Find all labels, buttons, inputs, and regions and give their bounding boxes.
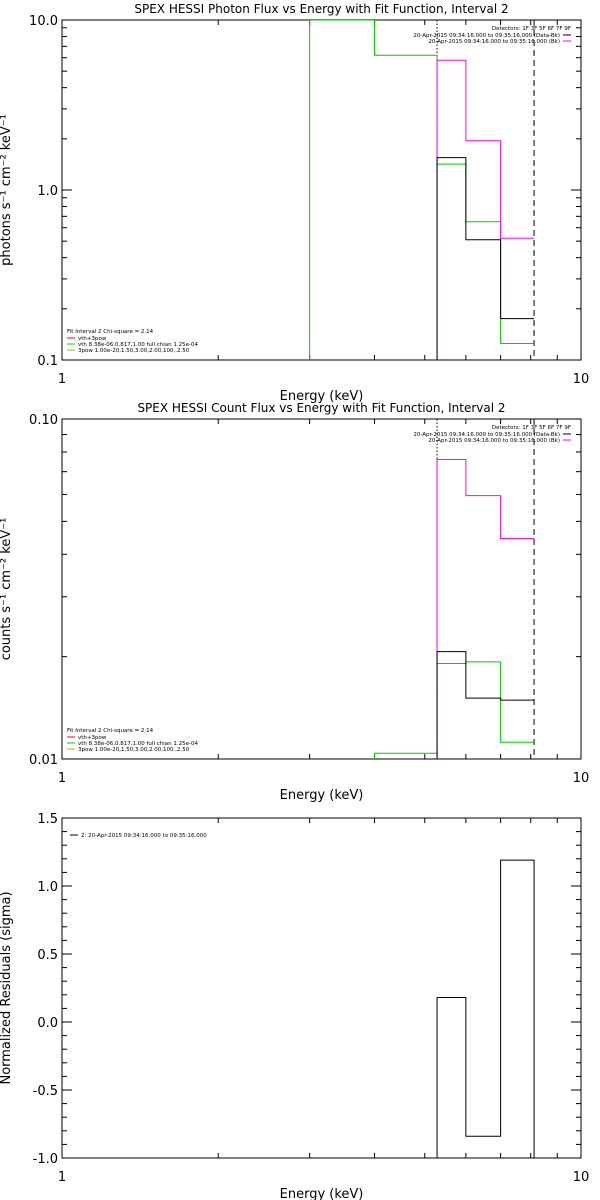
legend-legend_right: Detectors: 1F 3F 5F 6F 7F 9F20-Apr-2015 … (413, 425, 571, 444)
legend-entry: vth+3pow (78, 336, 107, 342)
legend-legend_left_top: 2: 20-Apr-2015 09:34:16.000 to 09:35:16.… (70, 833, 207, 839)
x-tick-label: 10 (573, 1170, 590, 1185)
minor-ticks (62, 419, 581, 759)
series-line-3 (436, 157, 535, 360)
legend-entry: vth 8.38e-06,0.817,1.00 full chian 1.25e… (78, 342, 198, 348)
legend-entry: 20-Apr-2015 09:34:16.000 to 09:35:16.000… (428, 438, 560, 444)
legend-header: Fit Interval 2 Chi-square = 2.14 (67, 329, 154, 335)
chart-title: SPEX HESSI Count Flux vs Energy with Fit… (137, 401, 505, 415)
y-tick-label: 0.10 (29, 413, 58, 428)
legend-entry: vth 8.38e-06,0.817,1.00 full chian 1.25e… (78, 741, 198, 747)
x-tick-label: 1 (58, 771, 66, 786)
y-tick-label: 0.01 (29, 753, 58, 768)
y-tick-label: 1.0 (37, 184, 58, 199)
chart-panel-2: 1 10 0.01 0.10 SPEX HESSI Count Flux vs Ener… (0, 401, 589, 803)
legend-entry: 3pow 1.00e-20,1.50,3.00,2.00,100.,2.50 (78, 747, 190, 753)
series-line-1 (373, 661, 535, 759)
x-axis-label: Energy (keV) (280, 389, 364, 404)
x-tick-label: 1 (58, 1170, 66, 1185)
legend-legend_left: Fit Interval 2 Chi-square = 2.14vth+3pow… (67, 329, 198, 354)
y-tick-label: -1.0 (33, 1152, 58, 1167)
y-tick-label: 1.0 (37, 880, 58, 895)
plot-frame (61, 418, 582, 760)
data-area (373, 419, 535, 759)
y-axis-label: photons s⁻¹ cm⁻² keV⁻¹ (0, 114, 14, 266)
series-line-2 (436, 459, 535, 759)
legend-entry: 20-Apr-2015 09:34:16.000 to 09:35:16.000… (413, 432, 560, 438)
chart-panel-3: 1 10 -1.0 -0.5 0.0 0.5 1.0 1.5 Energy (keV) Norma… (0, 812, 589, 1200)
chart-title: SPEX HESSI Photon Flux vs Energy with Fi… (134, 2, 508, 16)
legend-legend_left: Fit Interval 2 Chi-square = 2.14vth+3pow… (67, 728, 198, 753)
minor-ticks (62, 817, 581, 1159)
series-line-2 (436, 59, 535, 360)
plot-frame (61, 817, 582, 1159)
y-tick-label: 1.5 (37, 812, 58, 827)
x-tick-label: 10 (573, 372, 590, 387)
y-axis-label: counts s⁻¹ cm⁻² keV⁻¹ (0, 518, 14, 661)
legend-entry: 2: 20-Apr-2015 09:34:16.000 to 09:35:16.… (81, 833, 207, 839)
legend-entry: 3pow 1.00e-20,1.50,3.00,2.00,100.,2.50 (78, 348, 190, 354)
x-axis-label: Energy (keV) (280, 1187, 364, 1200)
y-tick-label: 10.0 (29, 14, 58, 29)
legend-header: Fit Interval 2 Chi-square = 2.14 (67, 728, 154, 734)
legend-entry: 20-Apr-2015 09:34:16.000 to 09:35:16.000… (428, 39, 560, 45)
plot-frame (61, 19, 582, 361)
y-tick-label: 0.0 (37, 1016, 58, 1031)
y-axis-label: Normalized Residuals (sigma) (0, 891, 14, 1084)
x-tick-label: 1 (58, 372, 66, 387)
data-area (436, 859, 535, 1158)
legend-header: Detectors: 1F 3F 5F 6F 7F 9F (492, 425, 571, 431)
series-line-1 (436, 859, 535, 1158)
series-line-3 (436, 651, 535, 759)
chart-panel-1: 1 10 0.1 1.0 10.0 SPEX HESSI Photon Flux vs E… (0, 2, 589, 404)
y-tick-label: -0.5 (33, 1084, 58, 1099)
minor-ticks (62, 20, 581, 360)
legend-legend_right: Detectors: 1F 3F 5F 6F 7F 9F20-Apr-2015 … (413, 26, 571, 45)
y-tick-label: 0.1 (37, 354, 58, 369)
y-tick-label: 0.5 (37, 948, 58, 963)
legend-entry: 20-Apr-2015 09:34:16.000 to 09:35:16.000… (413, 33, 560, 39)
x-tick-label: 10 (573, 771, 590, 786)
legend-header: Detectors: 1F 3F 5F 6F 7F 9F (492, 26, 571, 32)
legend-entry: vth+3pow (78, 735, 107, 741)
data-area (309, 20, 535, 360)
x-axis-label: Energy (keV) (280, 788, 364, 803)
